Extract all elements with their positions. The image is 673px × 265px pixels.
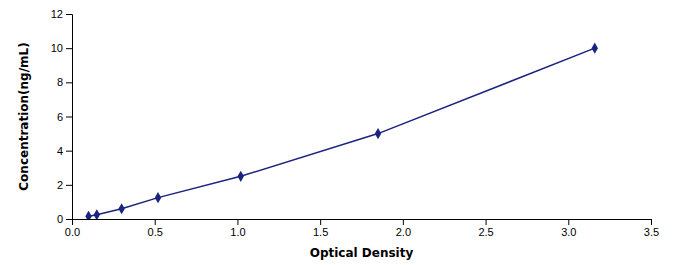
tick-label: 12 — [51, 8, 63, 20]
tick-mark — [403, 219, 404, 225]
tick-mark — [66, 151, 72, 152]
tick-label: 8 — [57, 76, 63, 88]
tick: 2.0 — [396, 219, 411, 238]
plot-area: 0.0 0.5 1.0 1.5 2.0 2.5 3.0 3.5 0 2 4 6 8 10 12 Optical… — [17, 8, 659, 260]
x-axis-title: Optical Density — [310, 246, 414, 260]
tick-label: 1.0 — [230, 226, 245, 238]
tick-mark — [66, 82, 72, 83]
tick-label: 0 — [57, 213, 63, 225]
tick-label: 2.0 — [396, 226, 411, 238]
tick-label: 3.0 — [561, 226, 576, 238]
marker — [118, 203, 124, 214]
tick-mark — [237, 219, 238, 225]
tick-label: 4 — [57, 145, 63, 157]
y-axis-title: Concentration(ng/mL) — [17, 42, 31, 190]
tick-mark — [66, 219, 72, 220]
marker — [592, 43, 598, 54]
tick: 6 — [57, 111, 72, 123]
tick-mark — [651, 219, 652, 225]
tick: 1.0 — [230, 219, 245, 238]
line — [89, 48, 595, 216]
tick-label: 3.5 — [644, 226, 659, 238]
tick-label: 2.5 — [478, 226, 493, 238]
tick-mark — [66, 185, 72, 186]
tick-mark — [155, 219, 156, 225]
x-axis: 0.0 0.5 1.0 1.5 2.0 2.5 3.0 3.5 — [65, 219, 659, 238]
marker — [85, 211, 91, 219]
tick: 3.5 — [644, 219, 659, 238]
tick-label: 10 — [51, 42, 63, 54]
tick: 2.5 — [478, 219, 493, 238]
tick-label: 2 — [57, 179, 63, 191]
tick-mark — [568, 219, 569, 225]
tick-label: 0.5 — [148, 226, 163, 238]
tick-mark — [66, 117, 72, 118]
tick: 0.5 — [148, 219, 163, 238]
tick: 2 — [57, 179, 72, 191]
tick: 0 — [57, 213, 72, 225]
tick: 10 — [51, 42, 72, 54]
marker — [94, 209, 100, 219]
tick-label: 6 — [57, 111, 63, 123]
axis-line — [73, 220, 652, 226]
tick: 4 — [57, 145, 72, 157]
tick-mark — [486, 219, 487, 225]
marker — [155, 192, 161, 203]
tick: 8 — [57, 76, 72, 88]
tick-label: 0.0 — [65, 226, 80, 238]
tick-mark — [320, 219, 321, 225]
tick: 12 — [51, 8, 72, 20]
y-axis: 0 2 4 6 8 10 12 — [51, 8, 73, 225]
tick-label: 1.5 — [313, 226, 328, 238]
marker — [375, 128, 381, 139]
tick-mark — [66, 48, 72, 49]
tick: 1.5 — [313, 219, 328, 238]
tick-mark — [66, 14, 72, 15]
series — [85, 43, 598, 219]
marker — [238, 171, 244, 182]
axis-line — [66, 15, 73, 220]
tick: 0.0 — [65, 219, 80, 238]
chart: 0.0 0.5 1.0 1.5 2.0 2.5 3.0 3.5 0 2 4 6 8 10 12 Optical… — [0, 0, 673, 265]
tick: 3.0 — [561, 219, 576, 238]
